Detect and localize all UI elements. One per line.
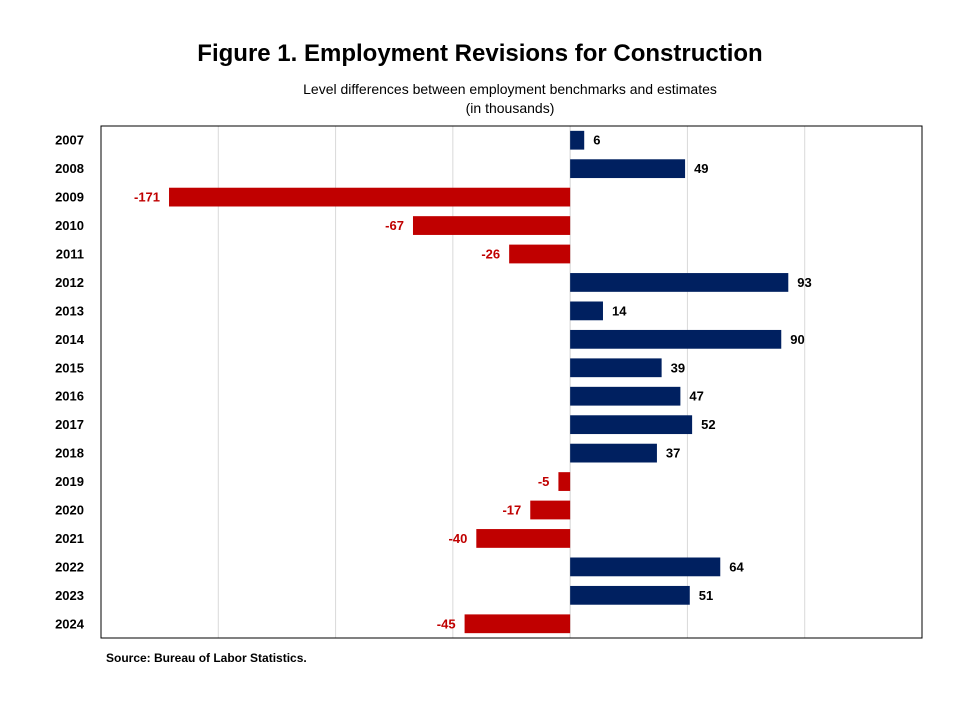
data-label-2014: 90 [790,332,804,347]
data-labels: 6 49 -171 -67 -26 93 14 90 39 47 52 37 -5 -17 -40 64 51 -… [134,133,812,632]
source-note: Source: Bureau of Labor Statistics. [106,651,307,665]
data-label-2010: -67 [385,218,404,233]
data-label-2015: 39 [671,360,685,375]
bar-2020 [530,500,571,520]
data-label-2013: 14 [612,303,627,318]
bars [169,130,789,634]
category-label-2024: 2024 [55,616,85,631]
bar-2011 [509,244,571,264]
data-label-2024: -45 [437,616,456,631]
data-label-2023: 51 [699,588,713,603]
bar-2021 [476,529,571,548]
category-label-2011: 2011 [56,247,84,262]
category-labels: 2007 2008 2009 2010 2011 2012 2013 2014 2015 2016… [55,133,85,632]
plot-frame [100,125,923,639]
bar-2007 [570,130,585,150]
category-label-2013: 2013 [55,303,84,318]
bar-2010 [412,216,571,235]
bar-2012 [570,273,789,292]
category-label-2014: 2014 [55,332,85,347]
chart-title: Figure 1. Employment Revisions for Const… [197,40,763,67]
data-label-2021: -40 [449,531,468,546]
category-label-2015: 2015 [55,360,84,375]
chart-subtitle: Level differences between employment ben… [250,80,770,118]
category-label-2018: 2018 [55,446,84,461]
category-label-2023: 2023 [55,588,84,603]
category-label-2007: 2007 [55,133,84,148]
category-label-2016: 2016 [55,389,84,404]
category-label-2019: 2019 [55,474,84,489]
category-label-2012: 2012 [55,275,84,290]
chart-subtitle-line-1: Level differences between employment ben… [303,81,717,97]
data-label-2022: 64 [729,559,744,574]
data-label-2012: 93 [797,275,811,290]
gridlines [217,126,806,638]
data-label-2007: 6 [593,133,600,148]
category-label-2009: 2009 [55,190,84,205]
bar-2009 [169,187,571,207]
bar-2015 [570,358,662,378]
bar-2016 [570,386,681,406]
bar-2014 [570,329,782,349]
data-label-2008: 49 [694,161,708,176]
bar-2022 [570,557,721,577]
bar-2018 [570,443,657,463]
category-label-2022: 2022 [55,559,84,574]
data-label-2017: 52 [701,417,715,432]
bar-2008 [570,159,686,179]
data-label-2019: -5 [538,474,550,489]
category-label-2021: 2021 [55,531,84,546]
category-label-2008: 2008 [55,161,84,176]
data-label-2020: -17 [502,503,521,518]
bar-2024 [464,614,571,634]
category-label-2017: 2017 [55,417,84,432]
bar-2023 [570,585,690,605]
data-label-2011: -26 [481,247,500,262]
bar-2019 [558,472,571,491]
data-label-2018: 37 [666,446,680,461]
category-label-2020: 2020 [55,503,84,518]
data-label-2016: 47 [689,389,703,404]
bar-2017 [570,415,693,435]
chart-subtitle-line-2: (in thousands) [465,100,555,116]
data-label-2009: -171 [134,190,160,205]
category-label-2010: 2010 [55,218,84,233]
bar-2013 [570,301,603,321]
